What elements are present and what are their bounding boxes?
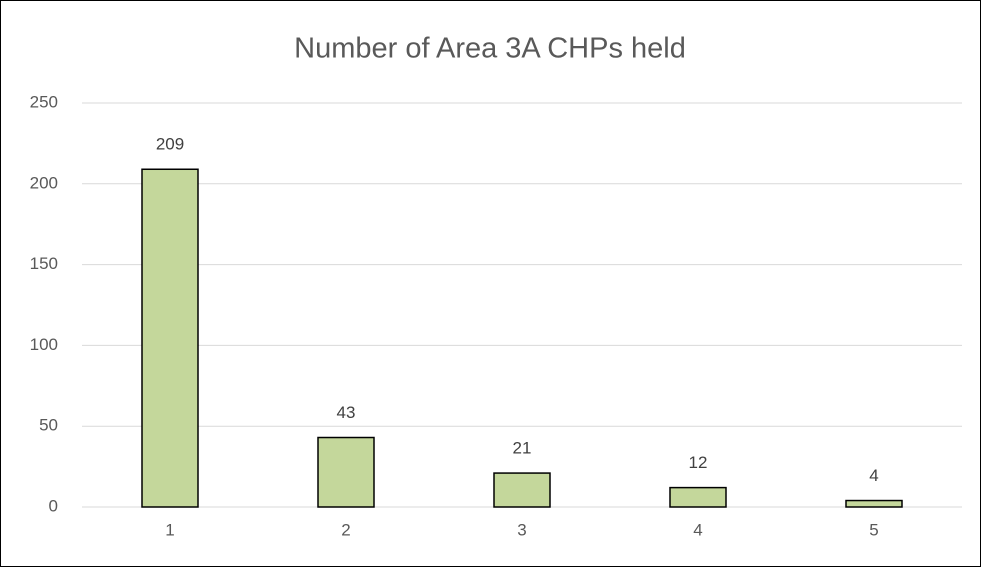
y-tick-label: 0 <box>49 496 58 515</box>
x-tick-label: 2 <box>341 520 350 539</box>
y-tick-label: 100 <box>30 335 58 354</box>
bar <box>141 168 199 508</box>
data-label: 209 <box>156 135 184 154</box>
bar <box>493 472 551 508</box>
x-tick-label: 4 <box>693 520 702 539</box>
bar <box>845 499 903 508</box>
data-label: 21 <box>513 439 532 458</box>
y-tick-label: 250 <box>30 92 58 111</box>
chart-title: Number of Area 3A CHPs held <box>294 33 686 65</box>
bar <box>669 486 727 508</box>
x-tick-label: 5 <box>869 520 878 539</box>
bar <box>317 436 375 508</box>
y-tick-label: 50 <box>39 416 58 435</box>
y-tick-label: 200 <box>30 173 58 192</box>
y-tick-label: 150 <box>30 254 58 273</box>
x-tick-label: 1 <box>165 520 174 539</box>
data-label: 4 <box>869 466 878 485</box>
x-tick-label: 3 <box>517 520 526 539</box>
data-label: 12 <box>689 453 708 472</box>
data-label: 43 <box>337 403 356 422</box>
